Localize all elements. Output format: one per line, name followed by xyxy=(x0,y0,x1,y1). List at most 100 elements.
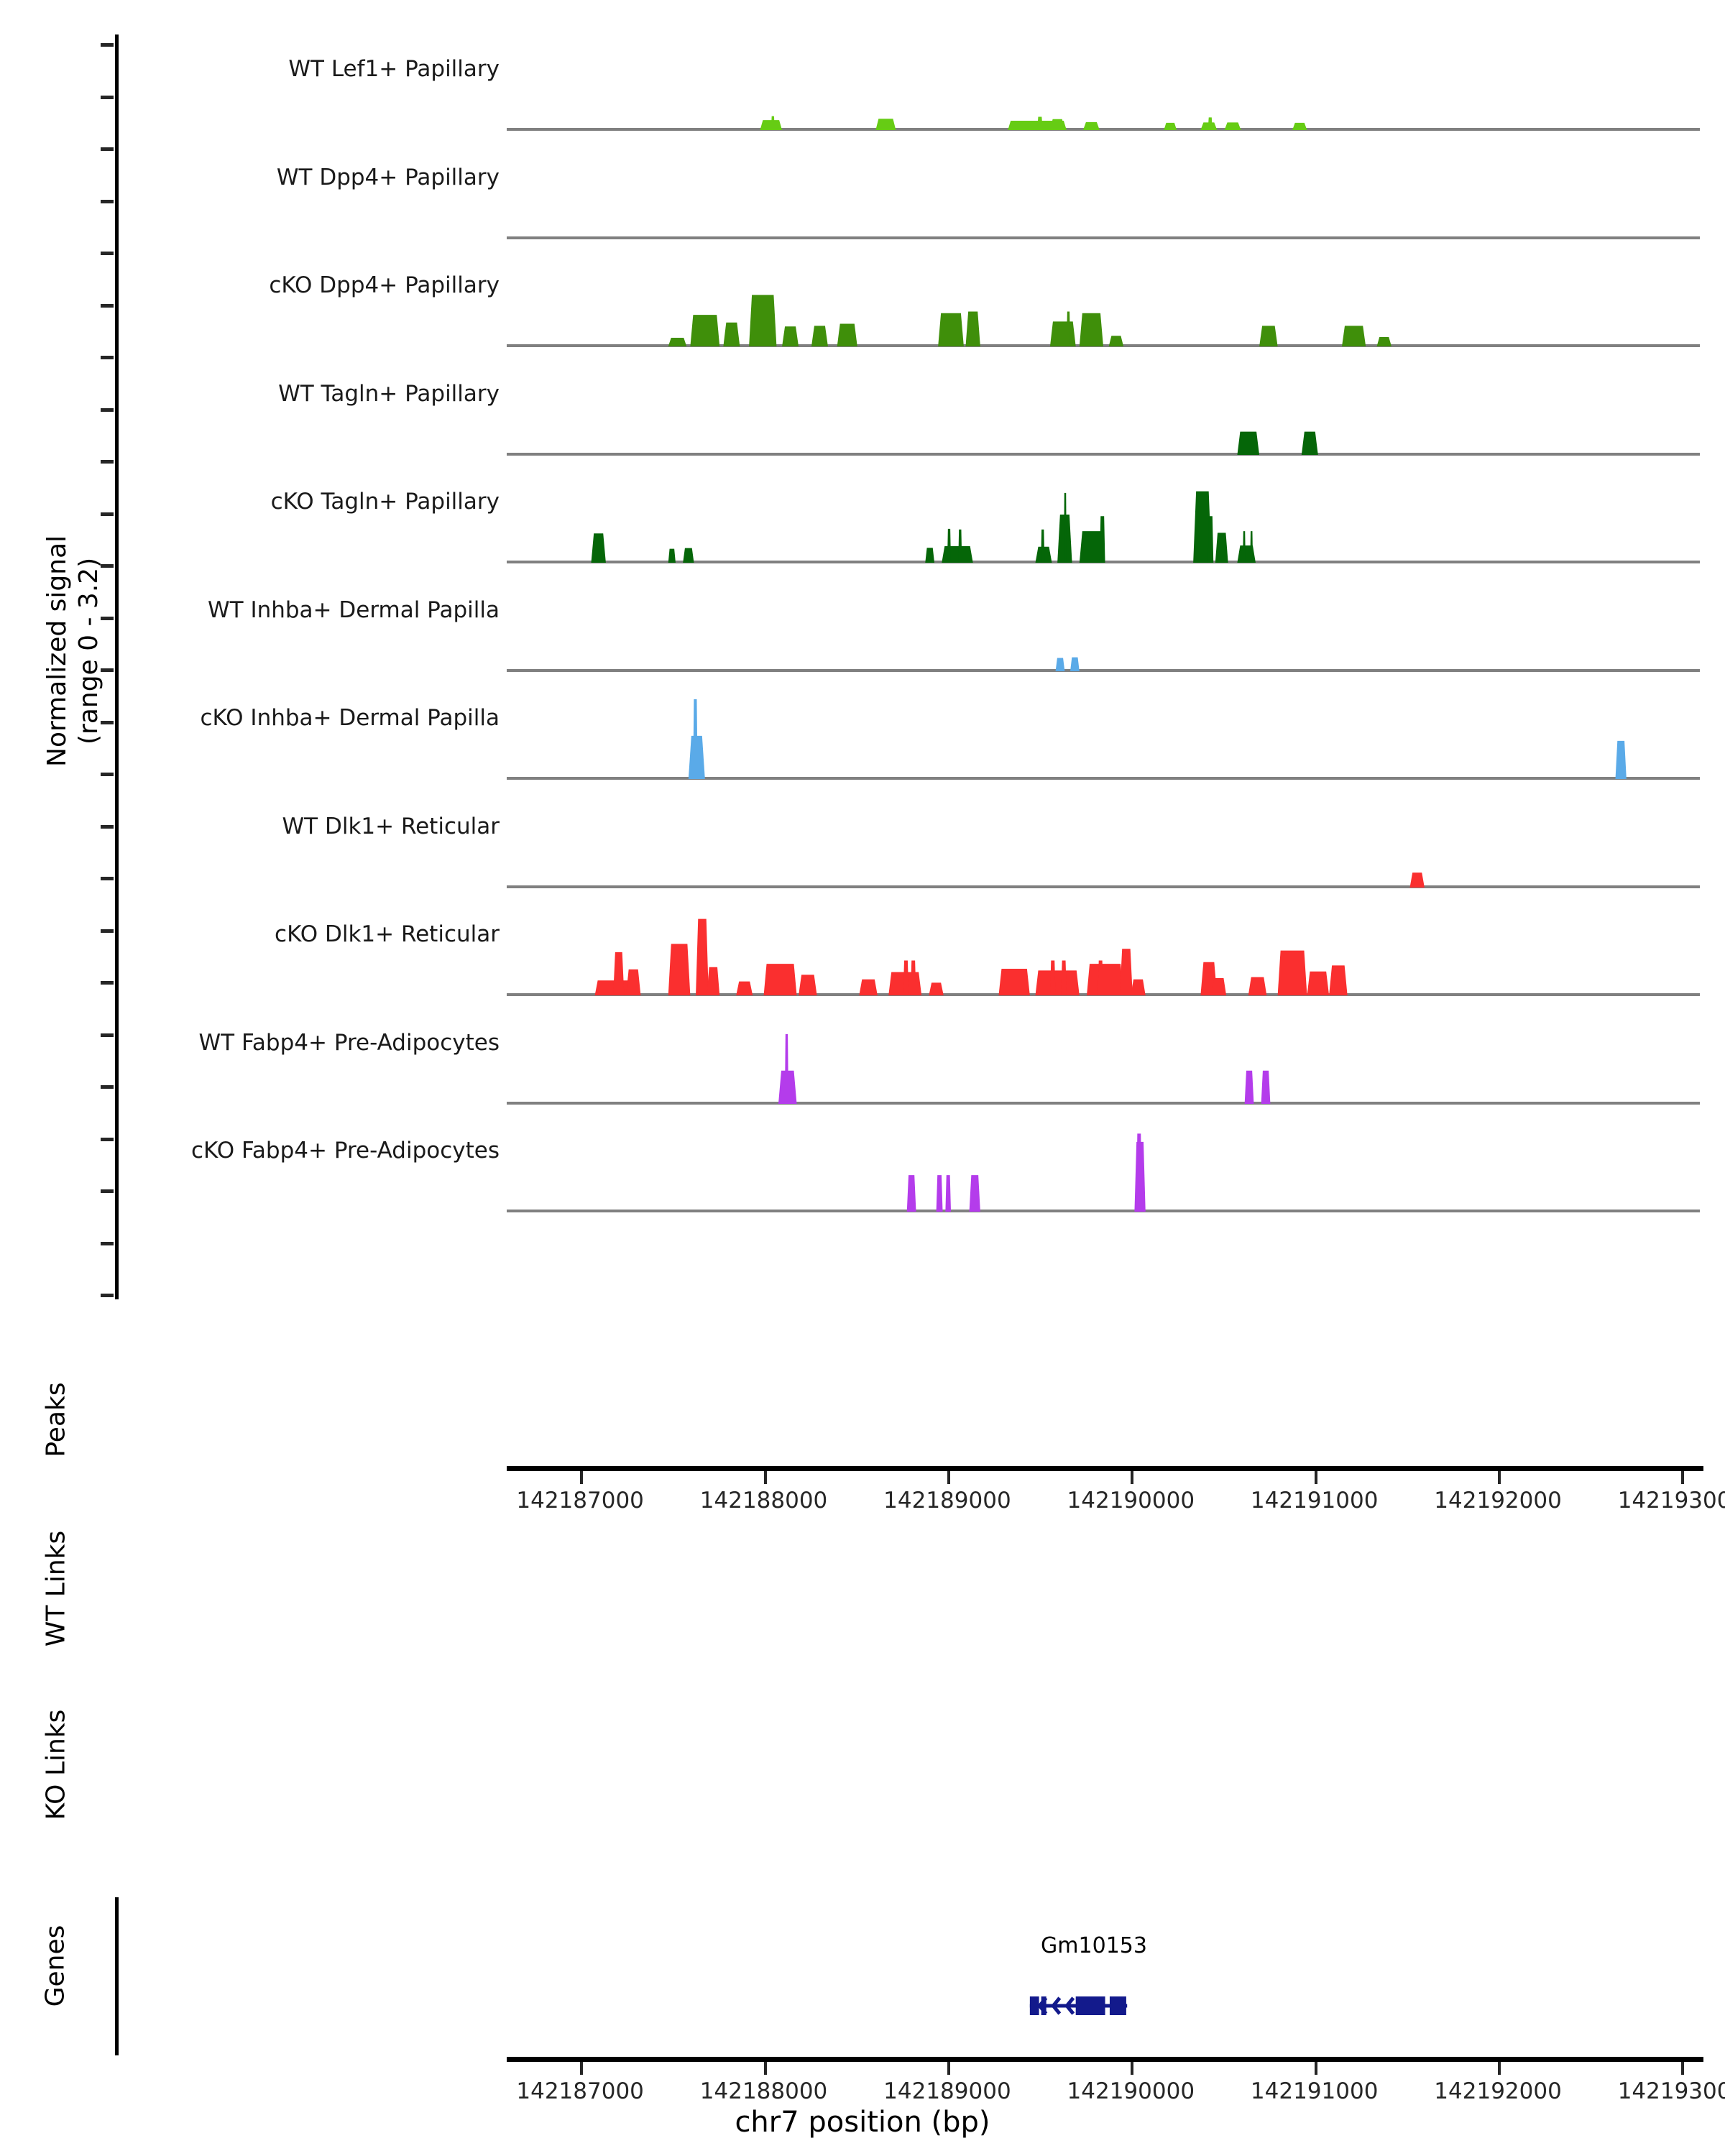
signal-peak xyxy=(1193,491,1212,563)
axis-tick xyxy=(1681,2062,1685,2075)
track-label: WT Dpp4+ Papillary xyxy=(276,164,500,190)
axis-tick-label: 142187000 xyxy=(516,2078,644,2104)
track-signal xyxy=(507,132,1700,239)
peaks-axis-line xyxy=(507,1466,1703,1471)
signal-axis-tick xyxy=(101,303,114,308)
track-baseline xyxy=(507,1101,1700,1105)
signal-axis-tick xyxy=(101,1033,114,1037)
genes-section-label: Genes xyxy=(40,1925,70,2007)
signal-peak xyxy=(1277,950,1307,995)
signal-axis-tick xyxy=(101,981,114,985)
signal-peak xyxy=(690,315,720,346)
x-axis-title: chr7 position (bp) xyxy=(735,2106,990,2139)
signal-peak xyxy=(1049,119,1065,130)
signal-peak xyxy=(1301,431,1318,455)
axis-tick xyxy=(1314,1471,1317,1484)
signal-peak xyxy=(1342,326,1366,346)
y-axis-title: Normalized signal (range 0 - 3.2) xyxy=(42,535,104,767)
axis-tick xyxy=(1314,2062,1317,2075)
signal-peak xyxy=(1037,116,1043,130)
signal-peak xyxy=(1248,977,1267,995)
signal-peak xyxy=(1108,336,1124,346)
signal-peak xyxy=(784,1033,789,1104)
axis-tick-label: 142193000 xyxy=(1617,2078,1725,2104)
signal-peak xyxy=(760,120,783,130)
signal-peak xyxy=(1099,516,1105,563)
track-baseline xyxy=(507,452,1700,456)
signal-peak xyxy=(1292,122,1307,130)
axis-tick xyxy=(1131,2062,1134,2075)
signal-axis-tick xyxy=(101,199,114,203)
signal-peak xyxy=(1208,516,1214,563)
axis-tick xyxy=(763,2062,767,2075)
track-label: WT Tagln+ Papillary xyxy=(278,380,500,407)
signal-axis-tick xyxy=(101,1294,114,1297)
track-label: WT Dlk1+ Reticular xyxy=(282,813,500,839)
signal-peak xyxy=(1055,658,1065,671)
peaks-rail xyxy=(115,1337,119,1480)
peaks-section-label: Peaks xyxy=(41,1382,71,1457)
signal-peak xyxy=(1049,321,1076,346)
signal-peak xyxy=(1119,949,1133,995)
axis-tick xyxy=(947,2062,950,2075)
signal-axis-tick xyxy=(101,95,114,99)
signal-peak xyxy=(1250,531,1254,563)
track-label: cKO Fabp4+ Pre-Adipocytes xyxy=(191,1138,500,1164)
signal-peak xyxy=(1087,964,1124,995)
signal-peak xyxy=(782,326,799,346)
signal-axis-spine xyxy=(115,34,119,1299)
track-label: cKO Tagln+ Papillary xyxy=(270,489,500,515)
signal-peak xyxy=(969,1175,980,1212)
signal-peak xyxy=(1224,122,1241,130)
signal-peak xyxy=(1070,657,1080,671)
axis-tick xyxy=(1498,2062,1501,2075)
track-label: cKO Dpp4+ Papillary xyxy=(269,272,500,298)
track-signal xyxy=(594,918,1348,995)
signal-peak xyxy=(749,295,777,346)
signal-peak xyxy=(668,548,676,563)
signal-axis-tick xyxy=(101,512,114,516)
signal-peak xyxy=(903,960,909,995)
axis-tick-label: 142188000 xyxy=(699,1488,828,1514)
signal-peak xyxy=(696,918,709,995)
signal-peak xyxy=(1079,313,1103,346)
signal-axis-tick xyxy=(101,720,114,724)
signal-axis-tick xyxy=(101,616,114,620)
signal-peak xyxy=(1049,960,1056,995)
gene-exon xyxy=(1109,1996,1126,2015)
track-signal xyxy=(760,116,1307,130)
track-signal xyxy=(1237,431,1318,455)
track-signal xyxy=(778,1033,1271,1104)
signal-peak xyxy=(1098,960,1103,995)
gene-exon xyxy=(1075,1996,1105,2015)
signal-axis-tick xyxy=(101,1189,114,1193)
signal-peak xyxy=(906,1175,916,1212)
signal-axis-tick xyxy=(101,147,114,151)
signal-peak xyxy=(998,969,1030,995)
signal-axis-tick xyxy=(101,929,114,933)
axis-tick xyxy=(763,1471,767,1484)
signal-panel: Normalized signal (range 0 - 3.2) WT Lef… xyxy=(42,34,1700,1299)
signal-peak xyxy=(1409,872,1425,888)
signal-peak xyxy=(707,967,720,995)
signal-peak xyxy=(965,311,980,346)
signal-peak xyxy=(1244,1070,1254,1104)
axis-tick-label: 142191000 xyxy=(1250,1488,1379,1514)
signal-peak xyxy=(1215,533,1228,563)
track-baseline xyxy=(507,128,1700,131)
signal-peak xyxy=(1237,545,1256,563)
signal-peak xyxy=(1208,117,1213,130)
axis-tick-label: 142192000 xyxy=(1434,1488,1562,1514)
track-signal xyxy=(688,699,1627,779)
signal-peak xyxy=(837,323,857,346)
track-baseline xyxy=(507,777,1700,780)
signal-axis-tick xyxy=(101,668,114,672)
signal-axis-tick xyxy=(101,43,114,47)
signal-peak xyxy=(770,116,775,130)
signal-peak xyxy=(1307,971,1330,995)
signal-peak xyxy=(763,964,797,995)
gene-strand-arrow-icon xyxy=(1051,1996,1062,2015)
signal-axis-tick xyxy=(101,1137,114,1141)
signal-peak xyxy=(1082,121,1100,130)
signal-axis-tick xyxy=(101,252,114,255)
